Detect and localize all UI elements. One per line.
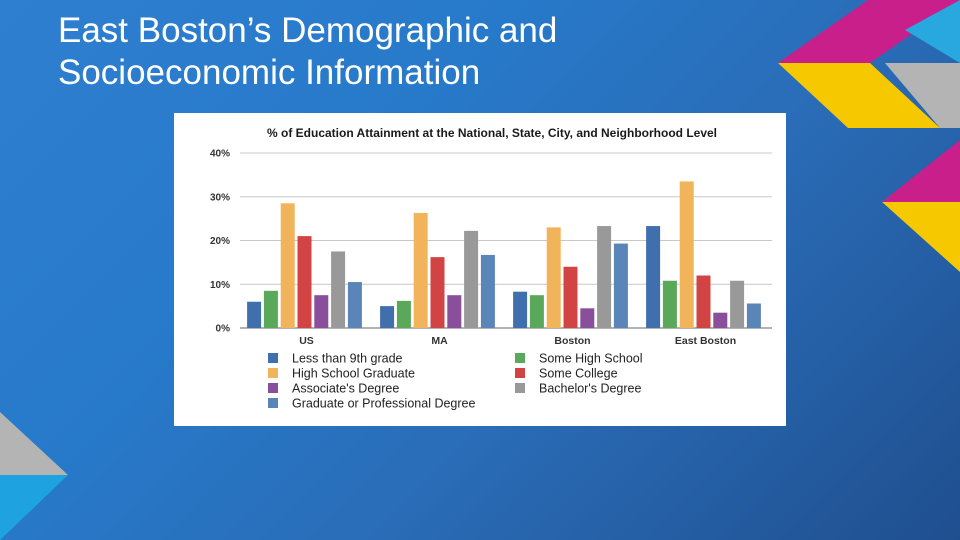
bar-bachelor-s-degree-ma xyxy=(464,230,479,328)
legend-label: Associate's Degree xyxy=(292,382,399,396)
bar-some-high-school-ma xyxy=(396,300,411,328)
bar-associate-s-degree-ma xyxy=(447,295,462,328)
y-tick-label: 0% xyxy=(216,324,231,335)
legend-swatch xyxy=(268,368,278,378)
bar-graduate-or-professional-degree-ma xyxy=(480,254,495,328)
decor-magenta-triangle-mid xyxy=(882,140,960,202)
bar-less-than-9th-grade-boston xyxy=(513,291,528,328)
slide-title: East Boston’s Demographic and Socioecono… xyxy=(58,11,558,92)
decor-cyan-triangle-left xyxy=(0,475,68,540)
bar-some-college-us xyxy=(297,236,312,328)
decor-gray-triangle-top xyxy=(885,63,960,128)
x-category-label: MA xyxy=(431,335,448,347)
bar-some-high-school-us xyxy=(263,290,278,328)
bar-bachelor-s-degree-east-boston xyxy=(730,280,745,328)
bar-associate-s-degree-east-boston xyxy=(713,312,728,328)
y-tick-label: 20% xyxy=(210,236,230,247)
x-category-label: East Boston xyxy=(675,335,736,347)
decor-magenta-triangle-top xyxy=(778,0,960,63)
bar-some-high-school-boston xyxy=(529,295,544,328)
bar-less-than-9th-grade-us xyxy=(247,301,262,328)
bars xyxy=(247,181,761,328)
bar-some-high-school-east-boston xyxy=(662,280,677,328)
bar-high-school-graduate-ma xyxy=(413,212,428,328)
chart-title: % of Education Attainment at the Nationa… xyxy=(267,126,717,140)
bar-graduate-or-professional-degree-us xyxy=(347,282,362,328)
y-axis-ticks: 0% 10% 20% 30% 40% xyxy=(210,149,230,335)
legend-label: Some High School xyxy=(539,352,643,366)
bar-bachelor-s-degree-us xyxy=(331,251,346,328)
bar-some-college-east-boston xyxy=(696,275,711,328)
decor-yellow-triangle-mid xyxy=(882,202,960,272)
legend-label: Some College xyxy=(539,367,618,381)
bar-graduate-or-professional-degree-east-boston xyxy=(746,303,761,328)
x-axis-category-labels: US MA Boston East Boston xyxy=(299,335,736,347)
x-category-label: Boston xyxy=(554,335,590,347)
bar-some-college-ma xyxy=(430,257,445,328)
bar-high-school-graduate-boston xyxy=(546,227,561,328)
bar-high-school-graduate-east-boston xyxy=(679,181,694,328)
decor-yellow-triangle-top xyxy=(778,63,940,128)
decor-gray-triangle-left xyxy=(0,412,68,475)
legend-swatch xyxy=(268,353,278,363)
legend-swatch xyxy=(515,368,525,378)
education-bar-chart: % of Education Attainment at the Nationa… xyxy=(210,126,772,411)
legend: Less than 9th grade Some High School High … xyxy=(268,352,643,411)
legend-label: High School Graduate xyxy=(292,367,415,381)
legend-label: Graduate or Professional Degree xyxy=(292,397,475,411)
bar-associate-s-degree-boston xyxy=(580,308,595,328)
legend-swatch xyxy=(515,353,525,363)
decor-cyan-triangle-top xyxy=(905,0,960,63)
bar-less-than-9th-grade-ma xyxy=(380,306,395,328)
bar-some-college-boston xyxy=(563,266,578,328)
bar-bachelor-s-degree-boston xyxy=(597,226,612,328)
legend-label: Bachelor's Degree xyxy=(539,382,641,396)
legend-swatch xyxy=(268,383,278,393)
y-tick-label: 10% xyxy=(210,280,230,291)
x-category-label: US xyxy=(299,335,314,347)
bar-less-than-9th-grade-east-boston xyxy=(646,226,661,328)
bar-associate-s-degree-us xyxy=(314,295,329,328)
legend-swatch xyxy=(268,398,278,408)
chart-panel: % of Education Attainment at the Nationa… xyxy=(174,113,786,426)
bar-graduate-or-professional-degree-boston xyxy=(613,243,628,328)
bar-high-school-graduate-us xyxy=(280,203,295,328)
y-tick-label: 30% xyxy=(210,192,230,203)
legend-swatch xyxy=(515,383,525,393)
y-tick-label: 40% xyxy=(210,149,230,160)
legend-label: Less than 9th grade xyxy=(292,352,403,366)
